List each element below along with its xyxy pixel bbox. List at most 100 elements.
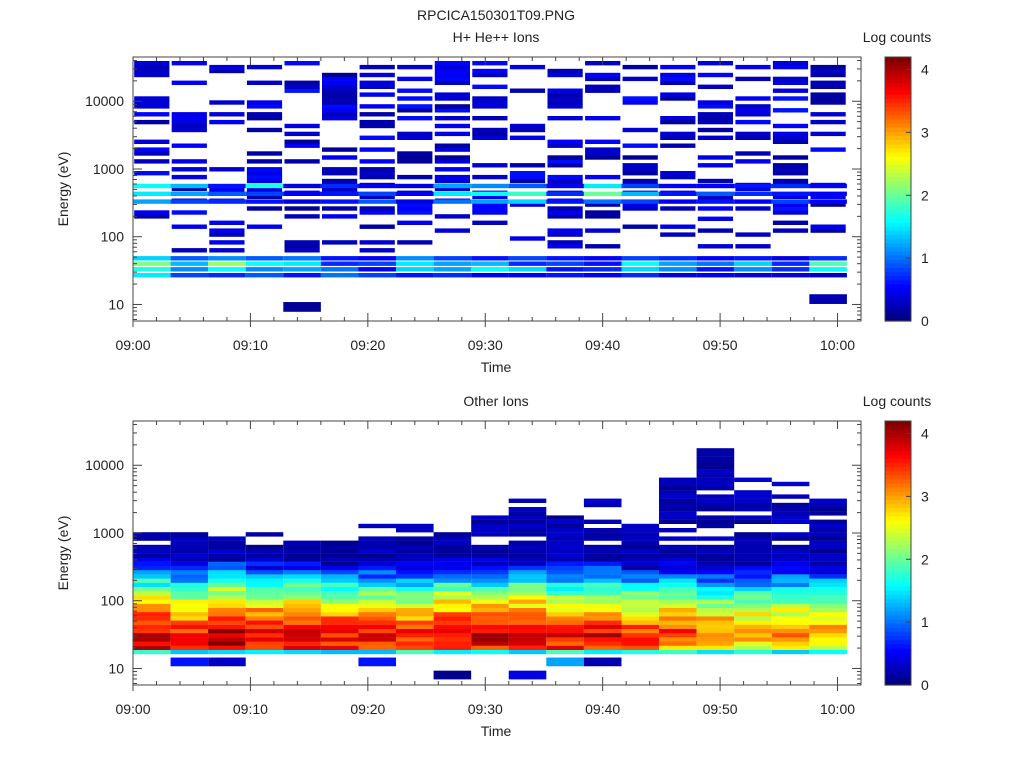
heatmap-cell: [772, 61, 809, 66]
y-tick-label: 10000: [85, 457, 124, 473]
heatmap-cell: [170, 586, 209, 592]
heatmap-cell: [397, 104, 433, 109]
heatmap-cell: [772, 194, 809, 199]
heatmap-cell: [133, 628, 171, 634]
heatmap-cell: [396, 582, 434, 587]
heatmap-cell: [660, 76, 696, 82]
heatmap-cell: [433, 574, 472, 579]
colorbar-swatch: [885, 602, 911, 608]
heatmap-cell: [245, 616, 284, 621]
colorbar-swatch: [885, 532, 911, 538]
heatmap-cell: [133, 532, 171, 537]
heatmap-cell: [170, 582, 209, 587]
heatmap-cell: [735, 104, 771, 109]
heatmap-cell: [245, 256, 284, 261]
colorbar-swatch: [885, 421, 911, 426]
heatmap-cell: [358, 199, 396, 204]
heatmap-cell: [659, 261, 697, 266]
heatmap-cell: [659, 511, 697, 516]
heatmap-cell: [358, 557, 396, 562]
heatmap-cell: [771, 273, 810, 278]
colorbar-swatch: [885, 664, 911, 670]
heatmap-cell: [546, 557, 584, 562]
heatmap-cell: [735, 151, 771, 156]
heatmap-cell: [246, 116, 283, 121]
heatmap-cell: [659, 561, 697, 566]
heatmap-cell: [771, 536, 810, 541]
heatmap-cell: [133, 199, 171, 204]
heatmap-cell: [433, 557, 472, 562]
heatmap-cell: [171, 123, 207, 129]
heatmap-cell: [546, 183, 584, 189]
heatmap-cell: [622, 127, 658, 133]
heatmap-cell: [358, 599, 396, 604]
heatmap-cell: [735, 119, 771, 125]
heatmap-cell: [771, 267, 810, 272]
heatmap-cell: [660, 116, 696, 121]
heatmap-cell: [170, 645, 209, 650]
heatmap-cell: [696, 519, 735, 524]
heatmap-cell: [583, 561, 622, 566]
heatmap-cell: [734, 578, 772, 583]
heatmap-cell: [396, 570, 434, 575]
heatmap-cell: [471, 612, 509, 617]
heatmap-cell: [359, 119, 395, 125]
heatmap-cell: [433, 670, 472, 680]
heatmap-cell: [809, 620, 847, 625]
heatmap-cell: [735, 96, 771, 101]
heatmap-cell: [283, 645, 321, 650]
heatmap-cell: [322, 80, 358, 85]
heatmap-cell: [433, 628, 472, 634]
heatmap-cell: [358, 261, 396, 266]
heatmap-cell: [771, 616, 810, 621]
heatmap-cell: [433, 544, 472, 550]
heatmap-cell: [209, 119, 245, 125]
heatmap-cell: [585, 88, 621, 93]
heatmap-cell: [397, 64, 433, 70]
heatmap-cell: [659, 553, 697, 558]
heatmap-cell: [246, 206, 283, 211]
heatmap-cell: [208, 603, 246, 608]
heatmap-cell: [659, 273, 697, 278]
heatmap-cell: [696, 633, 735, 638]
heatmap-cell: [583, 591, 622, 596]
heatmap-cell: [546, 637, 584, 642]
heatmap-cell: [546, 515, 584, 520]
heatmap-cell: [508, 507, 547, 512]
heatmap-cell: [284, 61, 320, 66]
heatmap-cell: [170, 612, 209, 617]
heatmap-cell: [547, 178, 583, 184]
heatmap-cell: [396, 645, 434, 650]
heatmap-cell: [320, 256, 359, 261]
heatmap-cell: [208, 549, 246, 554]
heatmap-cell: [810, 119, 846, 125]
heatmap-cell: [771, 582, 810, 587]
heatmap-cell: [771, 595, 810, 600]
heatmap-cell: [434, 108, 470, 113]
heatmap-cell: [659, 565, 697, 571]
colorbar-swatch: [885, 139, 911, 145]
heatmap-cell: [322, 178, 358, 184]
heatmap-cell: [170, 540, 209, 545]
heatmap-cell: [583, 570, 622, 575]
heatmap-cell: [434, 143, 470, 148]
heatmap-cell: [358, 628, 396, 634]
heatmap-cell: [433, 624, 472, 629]
heatmap-cell: [434, 72, 470, 78]
heatmap-cell: [809, 519, 847, 524]
heatmap-cell: [508, 582, 547, 587]
heatmap-cell: [283, 544, 321, 550]
heatmap-cell: [359, 84, 395, 89]
heatmap-cell: [547, 240, 583, 245]
heatmap-cell: [771, 633, 810, 638]
heatmap-cell: [659, 519, 697, 524]
heatmap-cell: [696, 595, 735, 600]
heatmap-cell: [508, 544, 547, 550]
y-tick-label: 1000: [93, 161, 124, 177]
heatmap-cell: [133, 557, 171, 562]
heatmap-cell: [771, 515, 810, 520]
heatmap-cell: [208, 612, 246, 617]
heatmap-cell: [471, 645, 509, 650]
heatmap-cell: [246, 112, 283, 117]
heatmap-cell: [771, 612, 810, 617]
